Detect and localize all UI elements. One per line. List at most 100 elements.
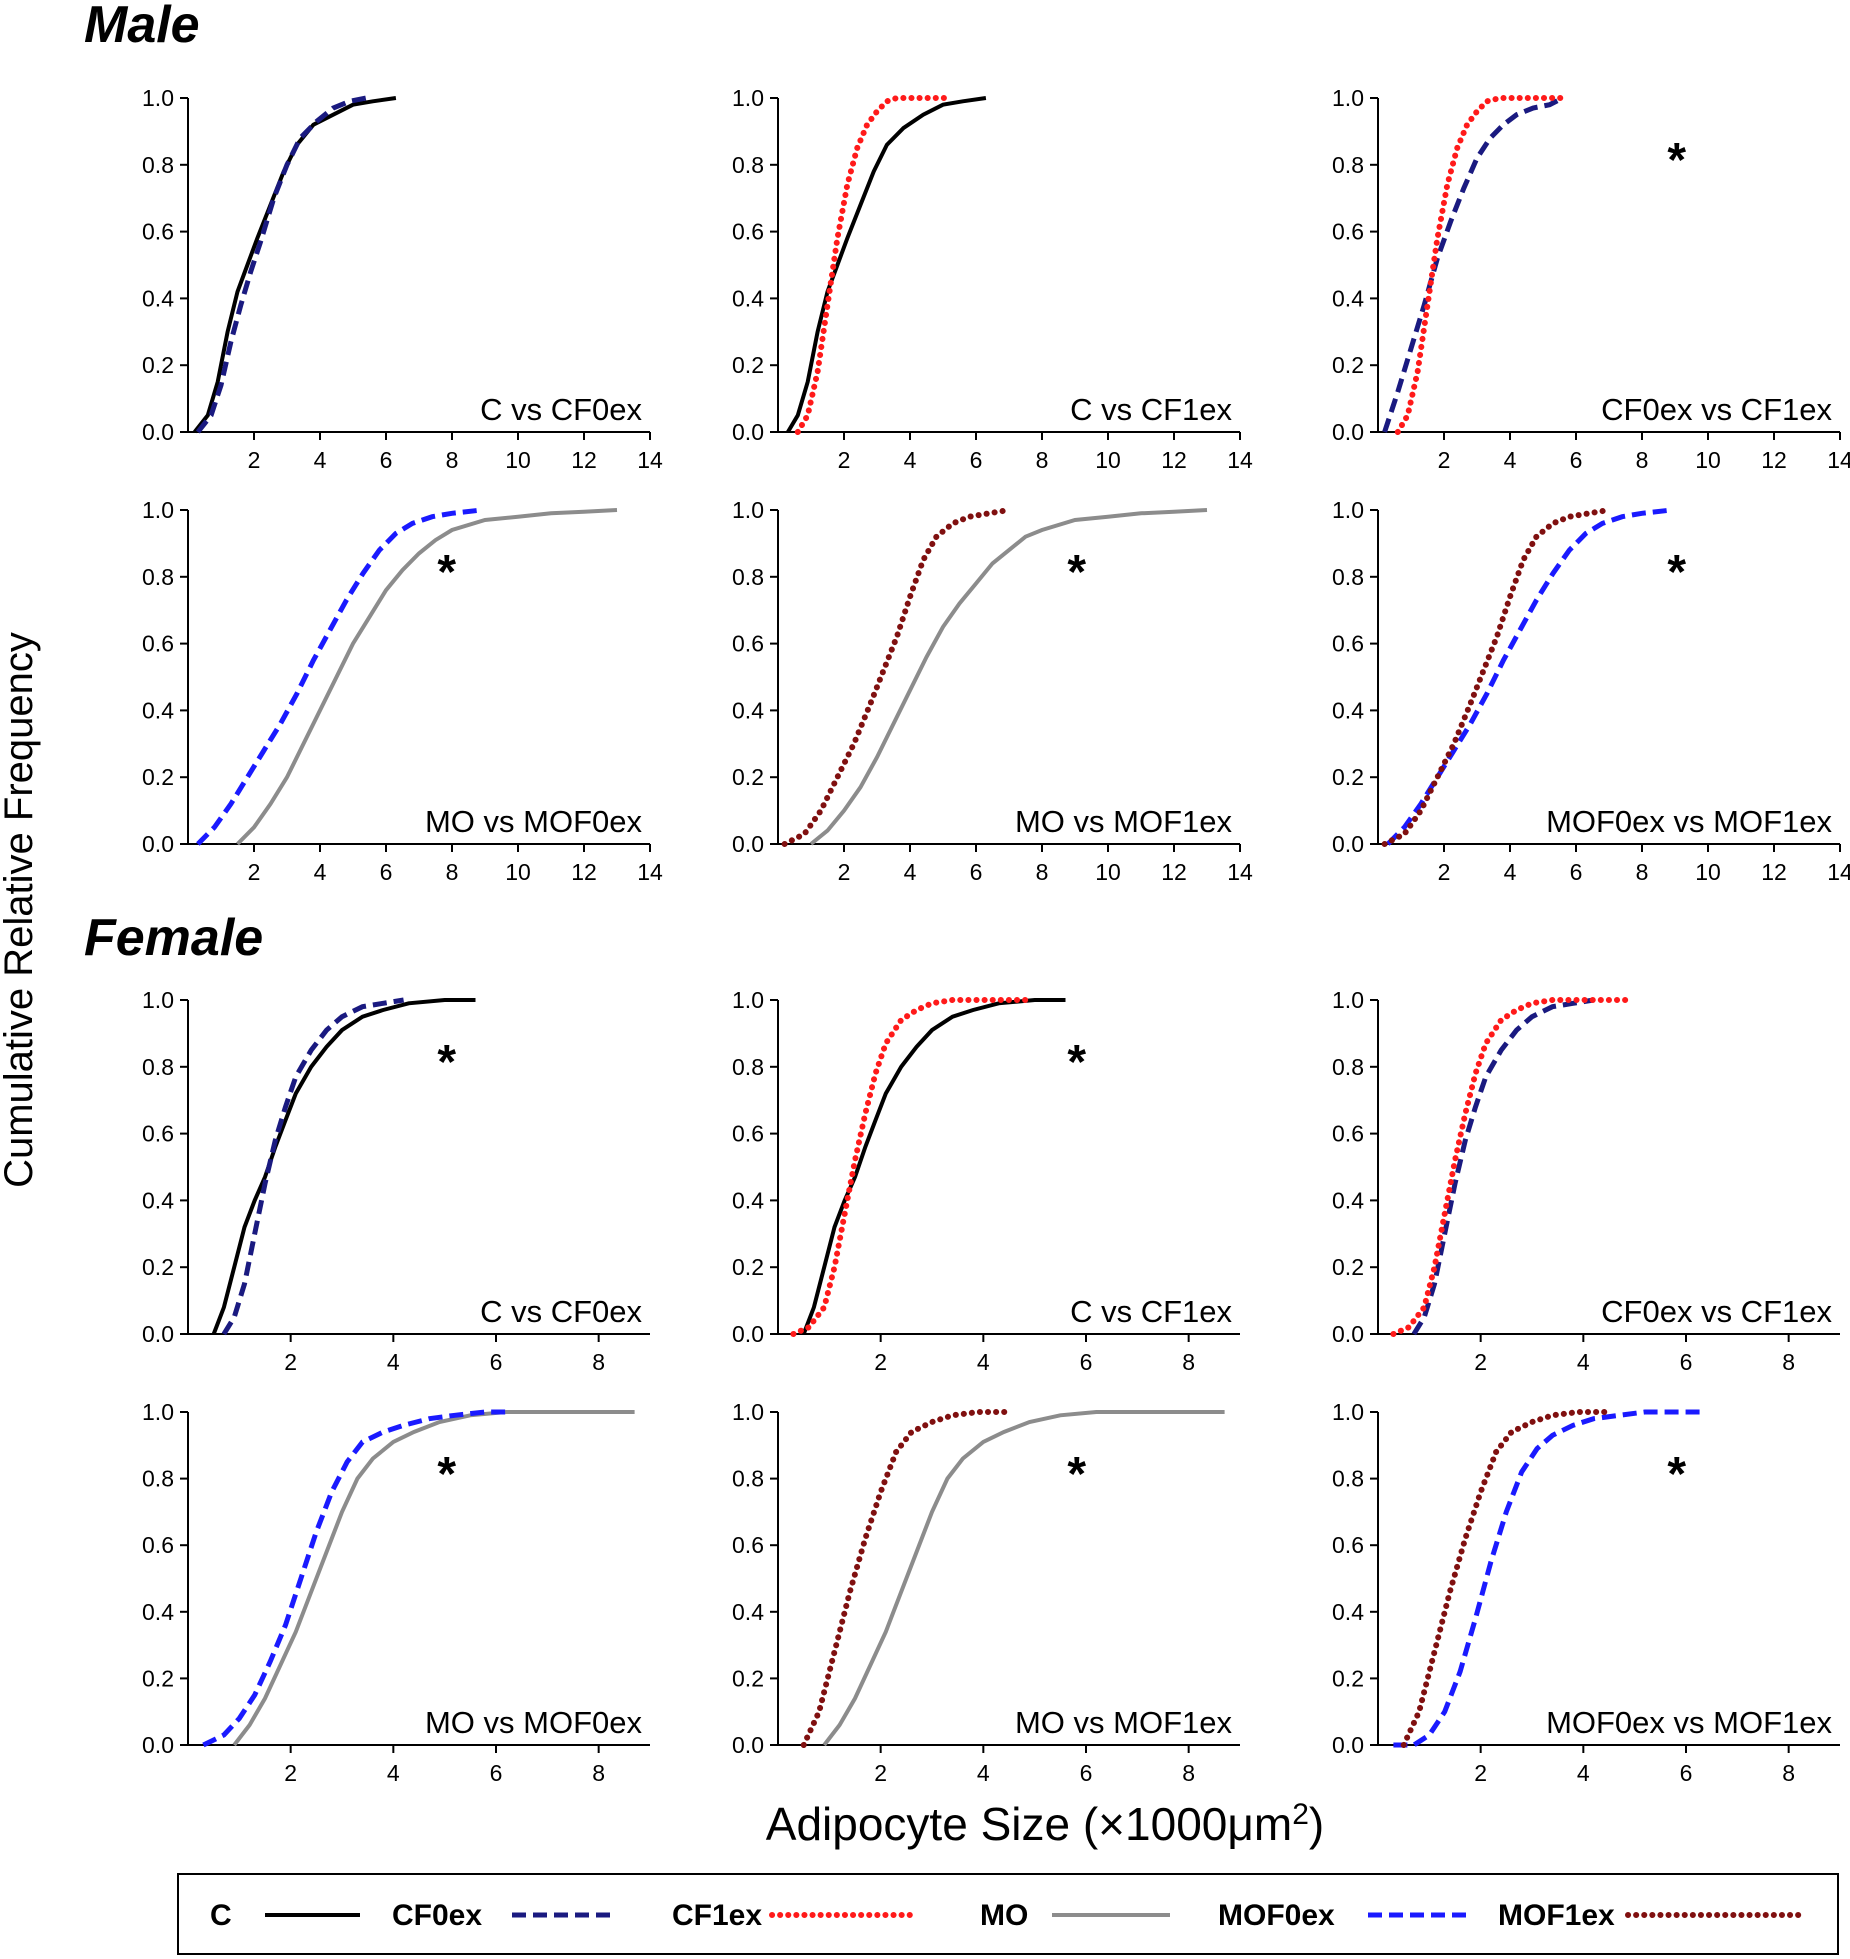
legend-label-cf0ex: CF0ex	[392, 1899, 482, 1932]
x-tick-label: 6	[1680, 1760, 1693, 1786]
x-tick-label: 6	[1680, 1349, 1693, 1375]
y-tick-label: 0.4	[142, 697, 174, 723]
x-tick-label: 4	[977, 1760, 990, 1786]
y-tick-label: 0.2	[1332, 1665, 1364, 1691]
x-tick-label: 4	[314, 859, 327, 885]
section-title-female: Female	[84, 909, 263, 967]
panel-title: C vs CF1ex	[1070, 392, 1232, 427]
x-tick-label: 6	[490, 1760, 503, 1786]
panel-female-mo-vs-mof1ex: 0.0 0.2 0.4 0.6 0.8 1.0 2 4 6 8 MO vs MOF1ex *	[732, 1399, 1240, 1786]
x-tick-label: 2	[838, 447, 851, 473]
panel-female-cf0ex-vs-cf1ex: 0.0 0.2 0.4 0.6 0.8 1.0 2 4 6 8 CF0ex vs CF1ex	[1332, 987, 1840, 1375]
x-tick-label: 2	[1474, 1760, 1487, 1786]
series-line-cf1ex	[790, 997, 1033, 1337]
y-tick-label: 0.8	[1332, 152, 1364, 178]
y-tick-label: 0.2	[1332, 1254, 1364, 1280]
panel-male-c-vs-cf1ex: 0.0 0.2 0.4 0.6 0.8 1.0 2 4 6 8 10 12 14 C vs CF1ex	[732, 85, 1253, 473]
y-tick-label: 0.8	[1332, 1054, 1364, 1080]
x-tick-label: 4	[387, 1349, 400, 1375]
x-tick-label: 10	[1095, 859, 1121, 885]
y-tick-label: 0.0	[732, 419, 764, 445]
x-tick-label: 10	[505, 447, 531, 473]
series-line-c	[786, 96, 987, 434]
x-tick-label: 4	[904, 447, 917, 473]
series-line-cf1ex	[794, 95, 953, 435]
series-line-mo	[809, 508, 1208, 846]
significance-marker: *	[437, 1036, 456, 1089]
x-tick-label: 6	[1570, 859, 1583, 885]
y-tick-label: 0.6	[142, 1121, 174, 1147]
x-tick-label: 2	[248, 447, 261, 473]
x-axis-label-base: Adipocyte Size (×1000μm	[766, 1798, 1292, 1850]
significance-marker: *	[1667, 1448, 1686, 1501]
x-tick-label: 8	[1782, 1349, 1795, 1375]
y-tick-label: 1.0	[1332, 85, 1364, 111]
panel-title: MO vs MOF1ex	[1015, 1705, 1233, 1740]
y-tick-label: 0.6	[732, 1532, 764, 1558]
y-tick-label: 1.0	[142, 987, 174, 1013]
legend-frame	[177, 1873, 1839, 1955]
legend-label-mof0ex: MOF0ex	[1218, 1899, 1335, 1932]
y-tick-label: 0.8	[1332, 564, 1364, 590]
y-tick-label: 0.8	[142, 152, 174, 178]
y-tick-label: 0.4	[142, 1187, 174, 1213]
y-tick-label: 0.4	[732, 1599, 764, 1625]
series-line-cf0ex	[1411, 997, 1594, 1336]
x-tick-label: 12	[571, 447, 597, 473]
x-tick-label: 12	[571, 859, 597, 885]
y-tick-label: 0.8	[732, 1054, 764, 1080]
x-tick-label: 8	[1036, 447, 1049, 473]
x-tick-label: 2	[874, 1760, 887, 1786]
x-tick-label: 4	[1577, 1349, 1590, 1375]
x-tick-label: 6	[970, 447, 983, 473]
y-tick-label: 0.2	[732, 1254, 764, 1280]
x-tick-label: 14	[1227, 859, 1253, 885]
y-tick-label: 0.0	[732, 1732, 764, 1758]
legend-label-c: C	[210, 1899, 232, 1932]
x-tick-label: 6	[970, 859, 983, 885]
y-tick-label: 0.4	[1332, 697, 1364, 723]
x-tick-label: 4	[1504, 447, 1517, 473]
legend-label-cf1ex: CF1ex	[672, 1899, 762, 1932]
panel-title: MO vs MOF0ex	[425, 1705, 643, 1740]
x-tick-label: 12	[1161, 447, 1187, 473]
y-tick-label: 0.0	[1332, 1321, 1364, 1347]
series-line-cf0ex	[221, 997, 404, 1336]
y-tick-label: 0.6	[1332, 631, 1364, 657]
panel-female-c-vs-cf1ex: 0.0 0.2 0.4 0.6 0.8 1.0 2 4 6 8 C vs CF1ex *	[732, 987, 1240, 1375]
y-tick-label: 0.4	[1332, 1599, 1364, 1625]
panel-female-mof0ex-vs-mof1ex: 0.0 0.2 0.4 0.6 0.8 1.0 2 4 6 8 MOF0ex vs MOF1ex *	[1332, 1399, 1840, 1786]
significance-marker: *	[1667, 134, 1686, 187]
panels-group: 0.00.20.40.60.81.02 4 6 8 10 12 14C vs CF0ex0.…	[142, 85, 1850, 1786]
series-line-mof0ex	[1393, 1409, 1702, 1748]
y-tick-label: 0.8	[142, 1466, 174, 1492]
y-tick-label: 0.8	[1332, 1466, 1364, 1492]
y-tick-label: 0.2	[1332, 352, 1364, 378]
y-tick-label: 0.6	[142, 219, 174, 245]
panel-female-c-vs-cf0ex: 0.0 0.2 0.4 0.6 0.8 1.0 2 4 6 8 C vs CF0ex *	[142, 987, 650, 1375]
y-tick-label: 0.0	[732, 1321, 764, 1347]
y-tick-label: 0.8	[732, 152, 764, 178]
x-tick-label: 8	[592, 1349, 605, 1375]
x-tick-label: 4	[387, 1760, 400, 1786]
x-axis-label-tail: )	[1309, 1798, 1324, 1850]
y-tick-label: 0.0	[1332, 1732, 1364, 1758]
panel-title: CF0ex vs CF1ex	[1601, 392, 1832, 427]
x-tick-label: 12	[1161, 859, 1187, 885]
panel-male-mo-vs-mof0ex: 0.0 0.2 0.4 0.6 0.8 1.0 2 4 6 8 10 12 14 MO vs MOF0ex…	[142, 497, 663, 885]
y-tick-label: 0.6	[142, 1532, 174, 1558]
series-line-mo	[232, 1410, 635, 1747]
panel-title: MOF0ex vs MOF1ex	[1546, 1705, 1832, 1740]
y-tick-label: 0.0	[142, 1321, 174, 1347]
series-line-cf1ex	[1394, 95, 1566, 435]
x-tick-label: 4	[904, 859, 917, 885]
panel-title: CF0ex vs CF1ex	[1601, 1294, 1832, 1329]
significance-marker: *	[1067, 546, 1086, 599]
series-line-cf0ex	[1382, 95, 1564, 433]
series-line-mof0ex	[202, 1409, 512, 1748]
significance-marker: *	[1667, 546, 1686, 599]
series-line-mo	[236, 508, 618, 846]
y-tick-label: 0.2	[732, 352, 764, 378]
y-tick-label: 0.8	[732, 1466, 764, 1492]
y-tick-label: 1.0	[1332, 497, 1364, 523]
